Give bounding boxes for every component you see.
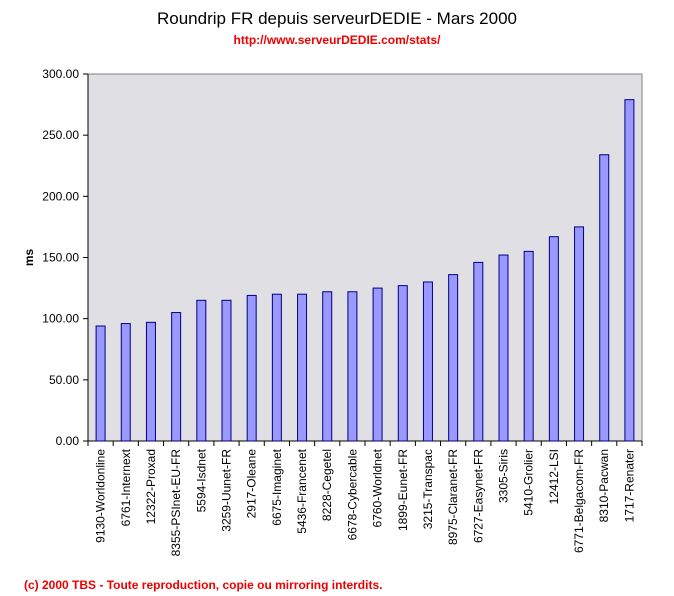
x-tick-label: 12412-LSI — [547, 449, 561, 504]
bar — [95, 325, 106, 442]
x-tick-label: 3305-Siris — [497, 449, 511, 503]
x-tick-label: 6675-Imaginet — [270, 448, 284, 525]
y-tick-label: 250.00 — [42, 128, 79, 142]
bar — [473, 261, 484, 442]
x-tick-label: 8228-Cegetel — [320, 449, 334, 521]
bar — [246, 294, 257, 442]
y-tick-label: 150.00 — [42, 251, 79, 265]
y-axis-label: ms — [22, 249, 36, 267]
chart-title: Roundrip FR depuis serveurDEDIE - Mars 2… — [157, 9, 517, 28]
x-tick-label: 5436-Francenet — [295, 448, 309, 533]
bar — [498, 254, 509, 442]
x-tick-label: 6771-Belgacom-FR — [572, 449, 586, 553]
bar — [322, 291, 333, 442]
chart-subtitle-url[interactable]: http://www.serveurDEDIE.com/stats/ — [233, 33, 441, 47]
bar — [624, 99, 635, 442]
x-tick-label: 3215-Transpac — [421, 449, 435, 529]
x-tick-label: 6678-Cybercable — [345, 449, 359, 541]
x-tick-label: 8310-Pacwan — [597, 449, 611, 522]
y-tick-label: 100.00 — [42, 312, 79, 326]
x-tick-label: 1899-Eunet-FR — [396, 449, 410, 531]
x-tick-label: 8975-Claranet-FR — [446, 449, 460, 545]
x-tick-label: 5594-Isdnet — [194, 448, 208, 512]
x-tick-label: 1717-Renater — [622, 449, 636, 522]
bar — [145, 321, 156, 442]
x-tick-label: 6727-Easynet-FR — [471, 449, 485, 543]
bar — [422, 281, 433, 442]
y-tick-label: 50.00 — [49, 373, 79, 387]
x-tick-label: 5410-Grolier — [522, 449, 536, 516]
x-tick-label: 2917-Oleane — [245, 449, 259, 519]
x-tick-label: 8355-PSInet-EU-FR — [169, 449, 183, 557]
bar — [599, 154, 610, 442]
copyright-footer: (c) 2000 TBS - Toute reproduction, copie… — [24, 578, 383, 592]
x-tick-label: 9130-Worldonline — [94, 449, 108, 543]
bar — [271, 293, 282, 442]
bar — [347, 291, 358, 442]
x-tick-label: 12322-Proxad — [144, 449, 158, 524]
bar — [196, 299, 207, 442]
bar — [221, 299, 232, 442]
y-tick-label: 300.00 — [42, 67, 79, 81]
bar — [297, 293, 308, 442]
y-tick-label: 0.00 — [56, 434, 80, 448]
x-tick-label: 3259-Uunet-FR — [220, 449, 234, 532]
bar — [372, 287, 383, 442]
x-tick-label: 6760-Worldnet — [371, 448, 385, 527]
bar — [548, 236, 559, 442]
x-tick-label: 6761-Internext — [119, 448, 133, 526]
bar — [523, 250, 534, 442]
bar — [448, 274, 459, 442]
bar — [171, 312, 182, 442]
bar — [574, 226, 585, 442]
bar — [120, 323, 131, 442]
plot-area — [87, 73, 643, 442]
y-tick-label: 200.00 — [42, 189, 79, 203]
bar — [397, 285, 408, 442]
